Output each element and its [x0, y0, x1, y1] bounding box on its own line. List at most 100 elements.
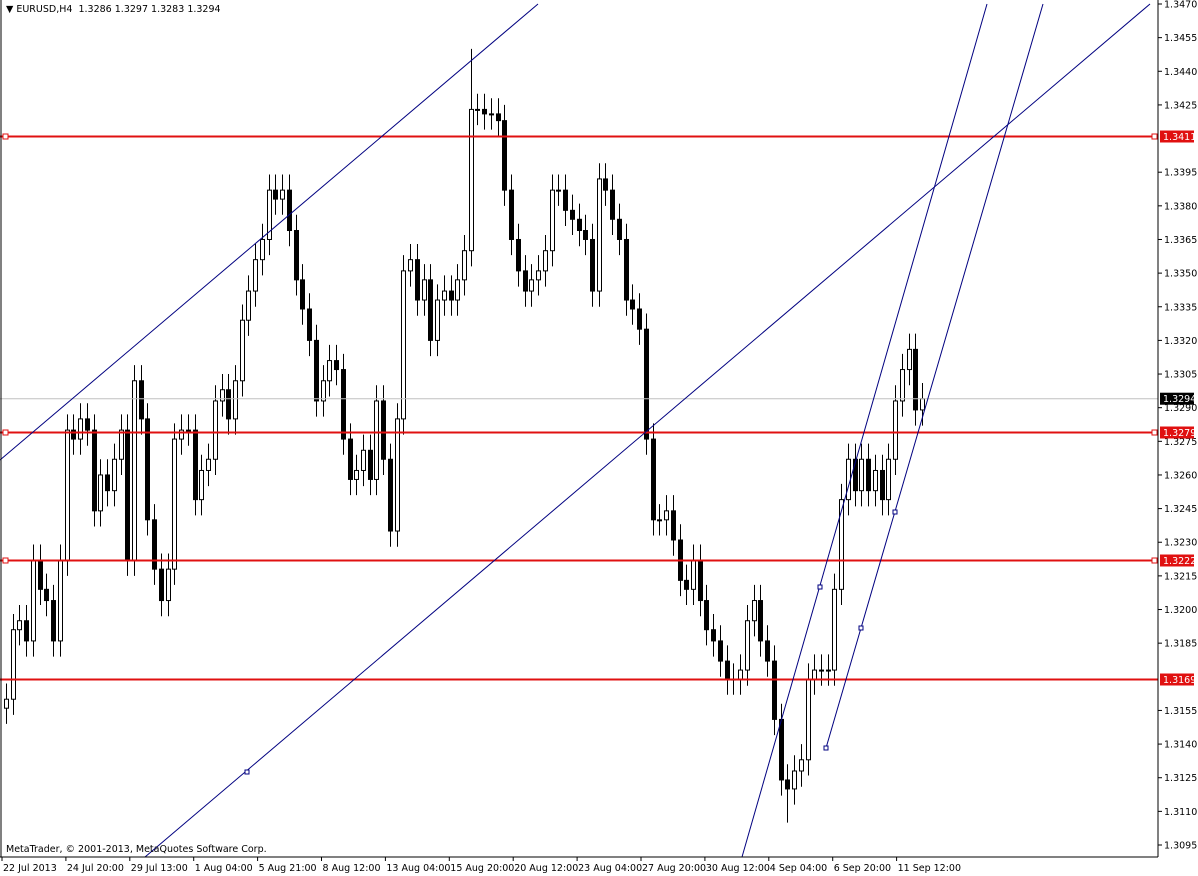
- steep-trend-line-lower[interactable]: [825, 3, 1044, 749]
- time-tick-label: 27 Aug 20:00: [642, 863, 706, 874]
- low-value: 1.3283: [151, 4, 185, 15]
- bull-candle: [657, 519, 662, 522]
- bull-candle: [859, 458, 864, 492]
- level-anchor: [1151, 133, 1158, 140]
- bull-candle: [374, 400, 379, 480]
- price-tick-label: 1.3110: [1164, 807, 1197, 818]
- bear-candle: [772, 660, 777, 720]
- time-tick-label: 15 Aug 20:00: [450, 863, 514, 874]
- steep-trend-line-upper[interactable]: [741, 3, 988, 858]
- time-tick-label: 1 Aug 04:00: [195, 863, 253, 874]
- bull-candle: [435, 299, 440, 341]
- bear-candle: [779, 718, 784, 781]
- bear-candle: [125, 429, 130, 561]
- bull-candle: [475, 108, 480, 111]
- level-price-tag: [1160, 426, 1194, 439]
- level-price-tag-label: 1.3279: [1163, 428, 1196, 439]
- bull-candle: [321, 380, 326, 402]
- bull-candle: [738, 669, 743, 680]
- horizontal-levels[interactable]: [0, 133, 1158, 681]
- bull-candle: [792, 770, 797, 790]
- price-tick-label: 1.3425: [1164, 100, 1197, 111]
- bear-candle: [105, 474, 110, 492]
- bear-candle: [866, 458, 871, 492]
- upper-channel-line[interactable]: [0, 3, 539, 461]
- bull-candle: [31, 559, 36, 642]
- time-tick-label: 22 Jul 2013: [3, 863, 57, 874]
- time-tick-label: 4 Sep 04:00: [770, 863, 827, 874]
- time-tick-label: 5 Aug 21:00: [259, 863, 317, 874]
- time-axis[interactable]: 22 Jul 2013 24 Jul 20:00 29 Jul 13:00 1 Aug…: [1, 857, 961, 874]
- trend-line-anchor[interactable]: [244, 769, 250, 775]
- bear-candle: [139, 380, 144, 420]
- copyright-notice: MetaTrader, © 2001-2013, MetaQuotes Soft…: [6, 844, 267, 855]
- bull-candle: [280, 189, 285, 200]
- bull-candle: [846, 458, 851, 501]
- price-tick-label: 1.3230: [1164, 538, 1197, 549]
- trend-line-anchor[interactable]: [892, 509, 898, 515]
- bid-price-tag-label: 1.3294: [1163, 394, 1196, 405]
- bear-candle: [509, 189, 514, 240]
- bear-candle: [563, 189, 568, 211]
- bear-candle: [630, 299, 635, 310]
- time-tick-label: 6 Sep 20:00: [834, 863, 891, 874]
- price-axis[interactable]: 1.3470 1.3455 1.3440 1.3425 1.3395 1.3380 1.33…: [1158, 0, 1197, 852]
- trend-line-anchor[interactable]: [817, 584, 823, 590]
- bear-candle: [684, 579, 689, 590]
- price-tick-label: 1.3455: [1164, 33, 1197, 44]
- bull-candle: [166, 568, 171, 602]
- bear-candle: [785, 779, 790, 790]
- price-tick-label: 1.3380: [1164, 201, 1197, 212]
- trend-line-anchor[interactable]: [823, 745, 829, 751]
- collapse-triangle-icon[interactable]: ▼: [6, 4, 14, 15]
- price-tick-label: 1.3365: [1164, 235, 1197, 246]
- lower-channel-line[interactable]: [144, 3, 1151, 858]
- high-value: 1.3297: [114, 4, 148, 15]
- bull-candle: [98, 474, 103, 512]
- bull-candle: [536, 270, 541, 281]
- level-anchor: [1151, 429, 1158, 436]
- bull-candle: [186, 429, 191, 432]
- price-tick-label: 1.3245: [1164, 504, 1197, 515]
- bear-candle: [523, 270, 528, 292]
- bull-candle: [442, 290, 447, 301]
- bull-candle: [873, 469, 878, 492]
- trend-lines[interactable]: [0, 3, 1151, 858]
- bear-candle: [159, 568, 164, 602]
- bear-candle: [637, 308, 642, 330]
- close-value: 1.3294: [187, 4, 221, 15]
- bull-candle: [172, 438, 177, 570]
- price-tick-label: 1.3215: [1164, 571, 1197, 582]
- symbol-label: EURUSD,H4: [16, 4, 73, 15]
- bear-candle: [381, 400, 386, 460]
- trend-line-anchor[interactable]: [858, 625, 864, 631]
- bid-price-tag: [1160, 392, 1194, 405]
- bull-candle: [900, 369, 905, 402]
- bull-candle: [907, 348, 912, 371]
- bull-candle: [199, 469, 204, 501]
- bear-candle: [704, 600, 709, 631]
- bull-candle: [806, 678, 811, 761]
- bull-candle: [112, 458, 117, 492]
- level-price-tag: [1160, 554, 1194, 567]
- bull-candle: [422, 279, 427, 301]
- bear-candle: [226, 389, 231, 420]
- bear-candle: [388, 458, 393, 532]
- bear-candle: [294, 230, 299, 281]
- bear-candle: [516, 238, 521, 272]
- bear-candle: [71, 429, 76, 440]
- time-tick-label: 20 Aug 12:00: [514, 863, 578, 874]
- bear-candle: [415, 259, 420, 301]
- open-value: 1.3286: [78, 4, 112, 15]
- price-tick-label: 1.3200: [1164, 605, 1197, 616]
- bear-candle: [51, 600, 56, 642]
- bear-candle: [428, 279, 433, 341]
- bear-candle: [698, 559, 703, 602]
- time-tick-label: 29 Jul 13:00: [131, 863, 188, 874]
- time-tick-label: 13 Aug 04:00: [386, 863, 450, 874]
- bull-candle: [691, 559, 696, 590]
- bull-candle: [267, 189, 272, 240]
- bull-candle: [893, 400, 898, 460]
